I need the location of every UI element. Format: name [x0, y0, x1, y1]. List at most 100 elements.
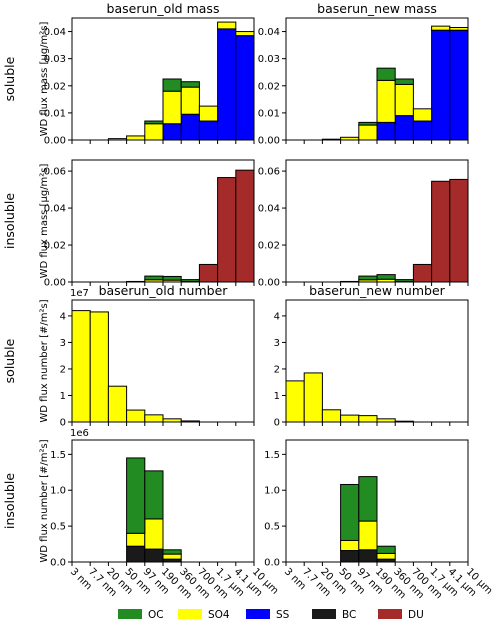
y-tick-label: 0.01: [258, 108, 280, 119]
row-label: insoluble: [2, 473, 17, 529]
bar-DU-8: [217, 177, 237, 283]
y-tick-label: 0.04: [44, 204, 66, 215]
bar-SO4-9: [449, 26, 469, 31]
bar-OC-3: [340, 483, 360, 541]
y-tick-label: 2: [60, 364, 66, 375]
y-tick-label: 4: [274, 311, 280, 322]
y-tick-label: 0.5: [264, 522, 280, 533]
y-tick-label: 0.04: [258, 204, 280, 215]
y-tick-label: 1.0: [50, 486, 66, 497]
bar-SS-9: [235, 35, 255, 141]
bar-SO4-4: [358, 124, 378, 141]
bar-SO4-5: [376, 79, 396, 123]
y-axis-label: WD flux mass [μg/m²s]: [39, 163, 50, 278]
panel-title: baserun_old mass: [107, 1, 220, 16]
bar-SO4-8: [431, 25, 451, 31]
legend-swatch-SS: [246, 609, 270, 619]
legend: OC SO4 SS BC DU: [118, 609, 424, 621]
bar-SO4-4: [358, 520, 378, 551]
bar-SO4-7: [198, 105, 219, 122]
bar-OC-5: [162, 275, 182, 281]
bar-DU-9: [449, 178, 469, 283]
y-axis-label: WD flux mass [μg/m²s]: [39, 21, 50, 136]
y-tick-label: 0: [60, 418, 66, 429]
axis-exponent: 1e7: [70, 288, 89, 299]
bar-SO4-0: [285, 380, 305, 423]
y-tick-label: 0.03: [258, 54, 280, 65]
bar-SS-7: [412, 120, 433, 141]
y-tick-label: 4: [60, 311, 66, 322]
bar-SO4-4: [358, 415, 378, 423]
bar-SO4-8: [217, 21, 237, 30]
bar-SO4-4: [144, 414, 164, 423]
y-tick-label: 3: [274, 338, 280, 349]
legend-label-SS: SS: [276, 609, 290, 621]
panel-mass-sol-old: 0.00 0.01 0.02 0.03 0.04 baserun_old mass WD f…: [39, 1, 255, 147]
row-labels-layer: soluble insoluble soluble insoluble: [2, 56, 17, 529]
bar-SO4-0: [71, 310, 91, 423]
panel-num-sol-new: 0 1 2 3 4 baserun_new number: [274, 283, 469, 429]
bar-SS-6: [394, 115, 414, 141]
bar-OC-6: [180, 279, 200, 282]
row-label: soluble: [2, 338, 17, 383]
y-tick-label: 0.04: [258, 27, 280, 38]
y-tick-label: 1: [60, 391, 66, 402]
y-axis-label: WD flux number [#/m²s]: [39, 439, 50, 562]
bar-OC-4: [358, 275, 378, 281]
bar-OC-6: [394, 78, 414, 85]
bar-SO4-1: [89, 311, 109, 423]
y-tick-label: 0.03: [44, 54, 66, 65]
y-tick-label: 2: [274, 364, 280, 375]
y-tick-label: 0.04: [44, 27, 66, 38]
bar-BC-4: [144, 548, 164, 563]
y-tick-label: 0.0: [264, 558, 280, 569]
bar-BC-4: [358, 549, 378, 563]
y-tick-label: 0.0: [50, 558, 66, 569]
bar-OC-5: [376, 274, 396, 280]
bar-OC-5: [376, 545, 396, 554]
panel-title: baserun_new mass: [317, 1, 437, 16]
bar-OC-4: [358, 476, 378, 522]
bar-DU-9: [235, 169, 255, 283]
y-tick-label: 0.06: [258, 167, 280, 178]
bar-OC-6: [180, 81, 200, 88]
legend-swatch-DU: [378, 609, 402, 619]
bar-SS-8: [217, 28, 237, 141]
bar-SO4-5: [376, 552, 396, 560]
bar-SO4-6: [394, 83, 414, 117]
bar-OC-5: [376, 67, 396, 81]
panel-mass-ins-new: 0.00 0.02 0.04 0.06: [258, 159, 469, 289]
bar-SO4-2: [107, 385, 128, 423]
y-tick-label: 0.5: [50, 522, 66, 533]
bar-SO4-3: [126, 409, 146, 423]
bar-SO4-1: [303, 372, 323, 423]
bar-SS-5: [376, 121, 396, 141]
y-axis-label: WD flux number [#/m²s]: [39, 299, 50, 422]
y-tick-label: 0.01: [44, 108, 66, 119]
legend-label-OC: OC: [148, 609, 164, 621]
bar-OC-4: [144, 120, 164, 125]
y-tick-label: 1.5: [264, 450, 280, 461]
bar-SO4-2: [321, 409, 342, 423]
bar-SO4-4: [144, 518, 164, 550]
bar-DU-7: [198, 263, 219, 283]
legend-swatch-SO4: [178, 609, 202, 619]
panel-title: baserun_old number: [99, 283, 229, 298]
bar-OC-4: [358, 121, 378, 126]
bar-DU-8: [431, 180, 451, 283]
y-tick-label: 0: [274, 418, 280, 429]
bar-SO4-7: [412, 108, 433, 122]
y-tick-label: 0.02: [44, 241, 66, 252]
bar-BC-3: [340, 550, 360, 563]
bar-OC-5: [162, 78, 182, 92]
bar-SS-5: [162, 123, 182, 141]
legend-swatch-BC: [312, 609, 336, 619]
legend-swatch-OC: [118, 609, 142, 619]
bar-BC-3: [126, 545, 146, 563]
bar-SO4-3: [340, 539, 360, 552]
bar-SO4-9: [235, 31, 255, 37]
